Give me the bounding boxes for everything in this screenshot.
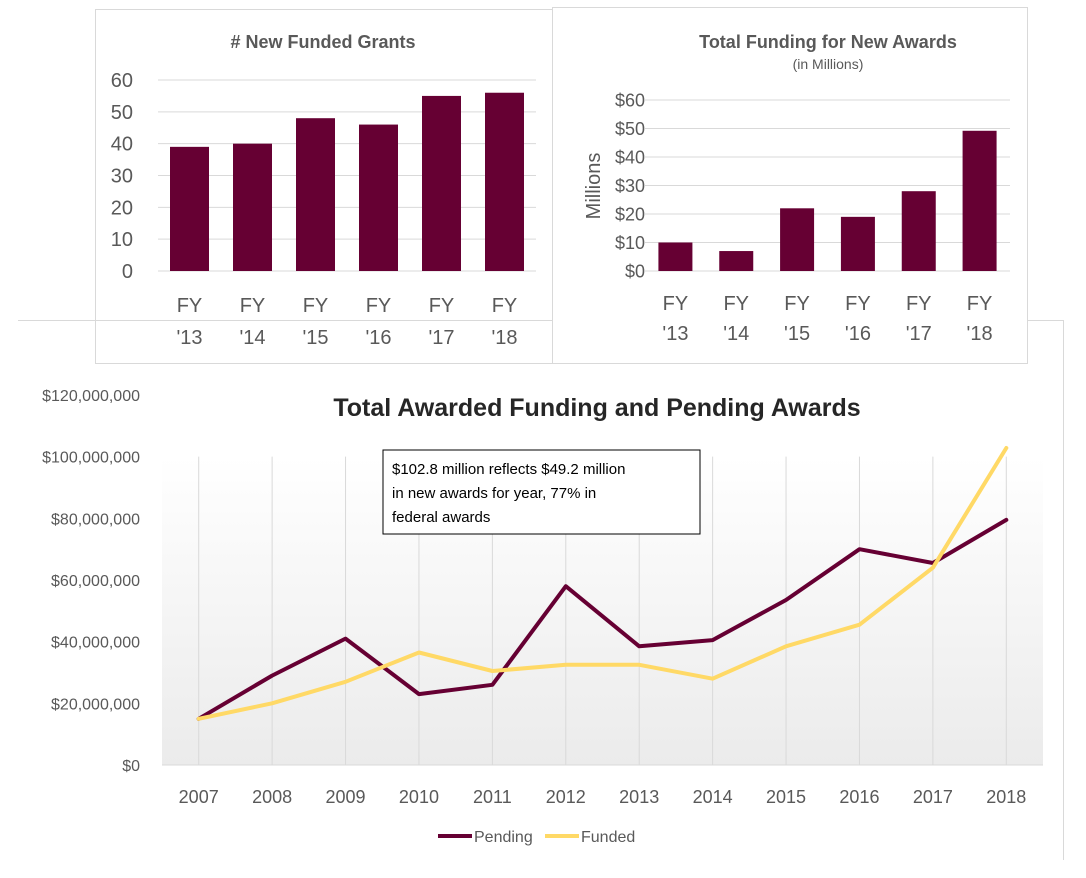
- y-tick-label: $20: [615, 204, 645, 224]
- y-tick-label: $100,000,000: [42, 450, 140, 467]
- x-tick-label: '15: [784, 323, 810, 345]
- y-tick-label: $40: [615, 147, 645, 167]
- x-tick-label: FY: [240, 295, 266, 317]
- y-tick-label: $30: [615, 176, 645, 196]
- bar: [780, 208, 815, 271]
- bar: [233, 143, 272, 271]
- legend-label: Funded: [581, 829, 635, 846]
- x-tick-label: '17: [428, 327, 454, 349]
- x-tick-label: '15: [302, 327, 328, 349]
- y-tick-label: $60,000,000: [51, 573, 140, 590]
- y-tick-label: $50: [615, 119, 645, 139]
- y-tick-label: $40,000,000: [51, 635, 140, 652]
- bar: [658, 242, 693, 271]
- x-tick-label: '16: [845, 323, 871, 345]
- y-tick-label: 40: [111, 134, 133, 156]
- x-tick-label: 2010: [399, 787, 439, 807]
- bar: [840, 216, 875, 271]
- x-tick-label: '14: [723, 323, 749, 345]
- x-tick-label: FY: [429, 295, 455, 317]
- y-tick-label: $0: [122, 758, 140, 775]
- chart-title: # New Funded Grants: [230, 32, 415, 52]
- y-tick-label: 30: [111, 166, 133, 188]
- series-line-funded: [196, 446, 1009, 721]
- x-tick-label: 2009: [326, 787, 366, 807]
- x-tick-label: '13: [176, 327, 202, 349]
- x-tick-label: 2007: [179, 787, 219, 807]
- x-tick-label: FY: [784, 293, 810, 315]
- legend-label: Pending: [474, 829, 533, 846]
- x-tick-label: FY: [845, 293, 871, 315]
- y-tick-label: 20: [111, 197, 133, 219]
- x-tick-label: 2013: [619, 787, 659, 807]
- chart-subtitle: (in Millions): [793, 56, 864, 72]
- x-tick-label: 2015: [766, 787, 806, 807]
- x-tick-label: FY: [906, 293, 932, 315]
- y-tick-label: 0: [122, 261, 133, 283]
- annotation-box: [382, 449, 701, 535]
- total-awarded-funding-panel: [18, 320, 1064, 860]
- x-tick-label: FY: [303, 295, 329, 317]
- x-tick-label: 2012: [546, 787, 586, 807]
- y-tick-label: 60: [111, 70, 133, 92]
- x-tick-label: FY: [967, 293, 993, 315]
- bar: [962, 130, 997, 271]
- bar: [422, 95, 461, 272]
- x-tick-label: 2016: [839, 787, 879, 807]
- bar: [170, 146, 209, 271]
- annotation-text: federal awards: [392, 509, 490, 526]
- bar: [901, 191, 936, 271]
- chart-title: Total Funding for New Awards: [699, 32, 957, 52]
- x-tick-label: '13: [662, 323, 688, 345]
- x-tick-label: FY: [723, 293, 749, 315]
- x-tick-label: '14: [239, 327, 265, 349]
- bar: [296, 118, 335, 271]
- x-tick-label: 2011: [473, 787, 512, 807]
- annotation-text: in new awards for year, 77% in: [392, 485, 596, 502]
- bar: [359, 124, 398, 271]
- y-tick-label: $0: [625, 261, 645, 281]
- y-tick-label: $10: [615, 233, 645, 253]
- y-tick-label: 50: [111, 102, 133, 124]
- x-tick-label: 2014: [693, 787, 733, 807]
- x-tick-label: '17: [906, 323, 932, 345]
- series-line-pending: [196, 517, 1009, 721]
- y-tick-label: $60: [615, 90, 645, 110]
- x-tick-label: '18: [967, 323, 993, 345]
- y-axis-label: Millions: [583, 153, 605, 220]
- x-tick-label: '16: [365, 327, 391, 349]
- x-tick-label: FY: [663, 293, 689, 315]
- x-tick-label: FY: [366, 295, 392, 317]
- bar: [485, 92, 524, 271]
- y-tick-label: 10: [111, 229, 133, 251]
- x-tick-label: FY: [492, 295, 518, 317]
- x-tick-label: 2008: [252, 787, 292, 807]
- annotation-text: $102.8 million reflects $49.2 million: [392, 461, 625, 478]
- chart-title: Total Awarded Funding and Pending Awards: [333, 394, 860, 422]
- bar: [719, 251, 754, 271]
- y-tick-label: $80,000,000: [51, 511, 140, 528]
- x-tick-label: '18: [491, 327, 517, 349]
- y-tick-label: $20,000,000: [51, 696, 140, 713]
- x-tick-label: FY: [177, 295, 203, 317]
- x-tick-label: 2018: [986, 787, 1026, 807]
- y-tick-label: $120,000,000: [42, 388, 140, 405]
- x-tick-label: 2017: [913, 787, 953, 807]
